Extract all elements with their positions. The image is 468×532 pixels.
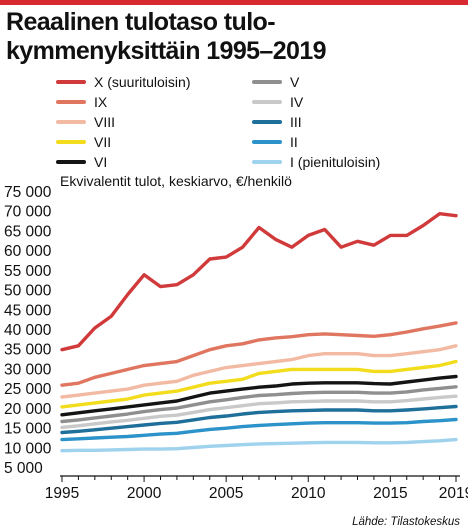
y-tick-label: 45 000 [4,302,52,319]
legend-label: IX [94,94,108,110]
legend-label: III [290,114,302,130]
series-line-1 [60,212,458,352]
series-line-3 [60,344,458,399]
chart-title-line-2: kymmenyksittäin 1995–2019 [6,37,327,65]
chart-title-line-1: Reaalinen tulotaso tulo- [6,8,276,36]
legend-label: IV [290,94,304,110]
legend-label: I (pienituloisin) [290,154,381,170]
legend-label: VII [94,134,112,150]
legend-swatch [56,120,86,124]
x-tick-label: 2005 [209,485,243,502]
legend-swatch [56,80,86,84]
y-tick-label: 15 000 [4,421,52,438]
y-tick-label: 75 000 [4,184,52,201]
series-line-9 [60,417,458,442]
series-line-4 [60,359,458,409]
y-tick-label: 5 000 [4,460,43,477]
legend-swatch [56,100,86,104]
x-tick-label: 1995 [45,485,79,502]
y-tick-label: 65 000 [4,223,52,240]
legend-label: X (suurituloisin) [94,74,191,90]
line-chart: 5 000 10 000 15 000 20 000 25 000 30 000 35 00… [4,184,468,502]
legend-swatch [252,160,282,164]
y-tick-label: 40 000 [4,322,52,339]
series-line-7 [60,394,458,430]
y-tick-label: 10 000 [4,440,52,457]
chart-subtitle: Ekvivalentit tulot, keskiarvo, €/henkilö [60,173,292,189]
legend-item: IX [56,92,107,112]
x-tick-label: 2000 [127,485,162,502]
legend-label: VIII [94,114,116,130]
legend-swatch [56,140,86,144]
series-line-2 [60,321,458,387]
series-line-8 [60,404,458,435]
x-tick-label: 2015 [373,485,407,502]
y-tick-label: 70 000 [4,204,52,221]
chart-legend: X (suurituloisin) IX VIII VII VI V IV III II I (p… [56,72,456,172]
chart-title: Reaalinen tulotaso tulo- kymmenyksittäin… [6,8,462,66]
legend-item: V [252,72,299,92]
legend-item: IV [252,92,303,112]
y-tick-label: 60 000 [4,243,52,260]
legend-swatch [56,160,86,164]
legend-swatch [252,80,282,84]
series-line-5 [60,374,458,417]
y-tick-label: 20 000 [4,401,52,418]
y-tick-label: 35 000 [4,342,52,359]
legend-item: VI [56,152,107,172]
y-tick-label: 30 000 [4,361,52,378]
y-tick-label: 50 000 [4,283,52,300]
legend-swatch [252,120,282,124]
legend-label: V [290,74,300,90]
legend-item: VIII [56,112,115,132]
legend-label: II [290,134,298,150]
series-line-6 [60,385,458,424]
source-note: Lähde: Tilastokeskus [352,516,460,528]
legend-label: VI [94,154,108,170]
y-tick-label: 55 000 [4,263,52,280]
y-tick-label: 25 000 [4,381,52,398]
series-line-10 [60,437,458,453]
legend-item: III [252,112,302,132]
legend-item: I (pienituloisin) [252,152,380,172]
legend-swatch [252,140,282,144]
legend-swatch [252,100,282,104]
x-tick-label: 2010 [291,485,326,502]
accent-bar [0,0,468,5]
x-tick-label: 2019 [439,485,468,502]
legend-item: VII [56,132,111,152]
legend-item: X (suurituloisin) [56,72,190,92]
legend-item: II [252,132,298,152]
